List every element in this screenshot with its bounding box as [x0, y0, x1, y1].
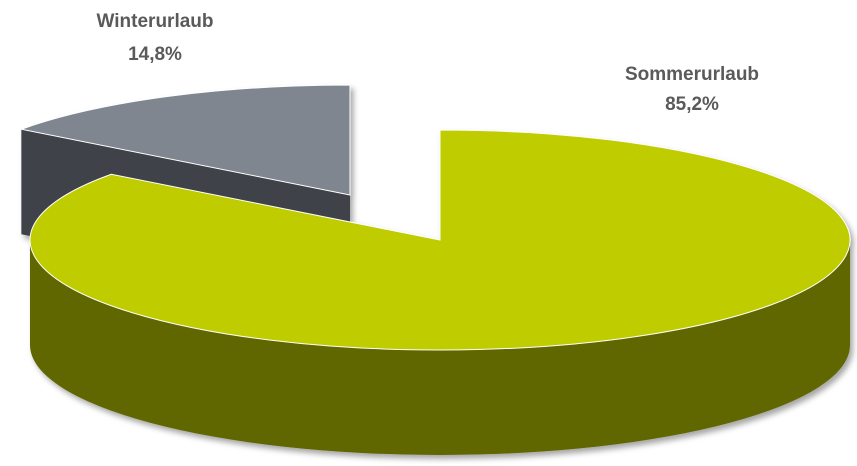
slice — [29, 129, 851, 351]
value-label: 14,8% — [128, 44, 182, 65]
slice-side — [30, 240, 850, 455]
slice-label: Winterurlaub — [97, 11, 214, 32]
slice — [19, 84, 351, 196]
value-label: 85,2% — [665, 94, 719, 115]
pie — [19, 84, 851, 455]
slice-label: Sommerurlaub — [625, 64, 759, 85]
